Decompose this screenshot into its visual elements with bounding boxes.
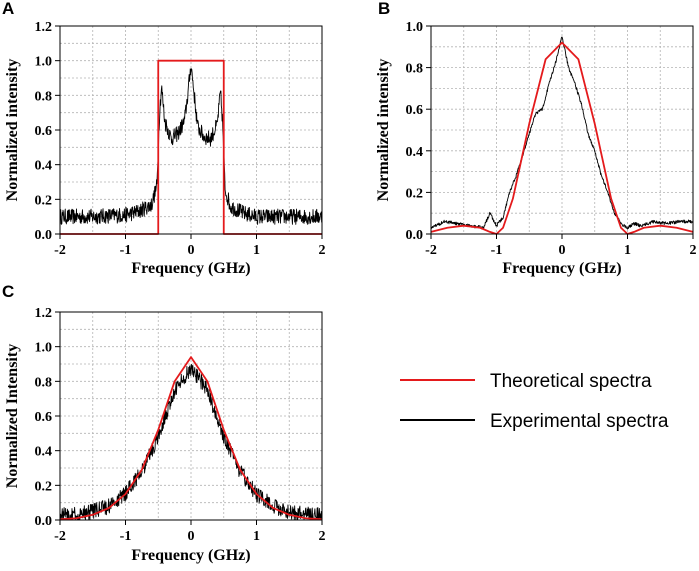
x-tick-label-b: -2 <box>425 243 437 258</box>
y-tick-label-a: 1.0 <box>35 55 53 70</box>
y-tick-label-c: 0.8 <box>35 375 53 390</box>
y-tick-label-a: 0.2 <box>35 193 53 208</box>
panel-label-b: B <box>378 0 390 18</box>
y-tick-label-c: 1.0 <box>35 341 53 356</box>
experimental-series-line-a <box>59 68 323 225</box>
y-tick-label-c: 0.6 <box>35 410 53 425</box>
y-axis-title-c: Normalized Intensity <box>4 344 21 488</box>
x-tick-label-a: 2 <box>319 243 326 258</box>
y-tick-label-a: 1.2 <box>35 20 53 35</box>
panel-c: C -2 -1 0 1 2 0.0 0.2 0.4 0.6 0.8 1.0 1.2 Frequency… <box>2 282 326 564</box>
x-axis-title-a: Frequency (GHz) <box>131 260 250 277</box>
y-tick-label-a: 0.4 <box>35 159 53 174</box>
y-tick-label-b: 0.6 <box>406 103 424 118</box>
y-tick-label-c: 0.2 <box>35 479 53 494</box>
theoretical-series-line-b <box>430 41 694 235</box>
y-tick-label-b: 0.4 <box>406 145 424 160</box>
y-tick-label-c: 0.4 <box>35 445 53 460</box>
y-tick-label-b: 0.0 <box>406 228 424 243</box>
x-tick-label-a: 1 <box>253 243 260 258</box>
x-tick-label-b: 2 <box>690 243 697 258</box>
y-tick-label-b: 0.2 <box>406 186 424 201</box>
x-tick-label-b: 1 <box>624 243 631 258</box>
legend-experimental-label: Experimental spectra <box>490 411 669 432</box>
x-tick-label-c: 2 <box>319 529 326 544</box>
x-tick-label-b: 0 <box>559 243 566 258</box>
x-tick-label-c: 1 <box>253 529 260 544</box>
x-tick-label-a: -1 <box>120 243 132 258</box>
experimental-series-line-b <box>430 36 694 230</box>
y-axis-title-b: Normalized intensity <box>375 59 392 202</box>
y-axis-title-a: Normalized intensity <box>4 59 21 202</box>
y-tick-label-a: 0.6 <box>35 124 53 139</box>
x-tick-label-a: 0 <box>188 243 195 258</box>
theoretical-series-line-c <box>59 356 323 521</box>
panel-b: B -2 -1 0 1 2 0.0 0.2 0.4 0.6 0.8 1.0 Frequency (G… <box>375 0 697 277</box>
legend-theoretical-label: Theoretical spectra <box>490 371 652 392</box>
x-axis-title-b: Frequency (GHz) <box>502 260 621 277</box>
x-tick-label-c: -2 <box>54 529 66 544</box>
y-tick-label-c: 1.2 <box>35 306 53 321</box>
x-tick-label-c: 0 <box>188 529 195 544</box>
legend: Theoretical spectra Experimental spectra <box>400 371 669 432</box>
y-tick-label-b: 1.0 <box>406 20 424 35</box>
x-axis-title-c: Frequency (GHz) <box>131 547 250 564</box>
y-tick-label-a: 0.8 <box>35 89 53 104</box>
x-tick-label-a: -2 <box>54 243 66 258</box>
y-tick-label-b: 0.8 <box>406 62 424 77</box>
panel-a: A -2 -1 0 1 2 0.0 0.2 0.4 0.6 0.8 1.0 1.2 Frequency… <box>2 0 326 277</box>
y-tick-label-c: 0.0 <box>35 514 53 529</box>
panel-label-a: A <box>2 0 14 18</box>
panel-label-c: C <box>2 282 14 301</box>
x-tick-label-b: -1 <box>491 243 503 258</box>
x-tick-label-c: -1 <box>120 529 132 544</box>
y-tick-label-a: 0.0 <box>35 228 53 243</box>
